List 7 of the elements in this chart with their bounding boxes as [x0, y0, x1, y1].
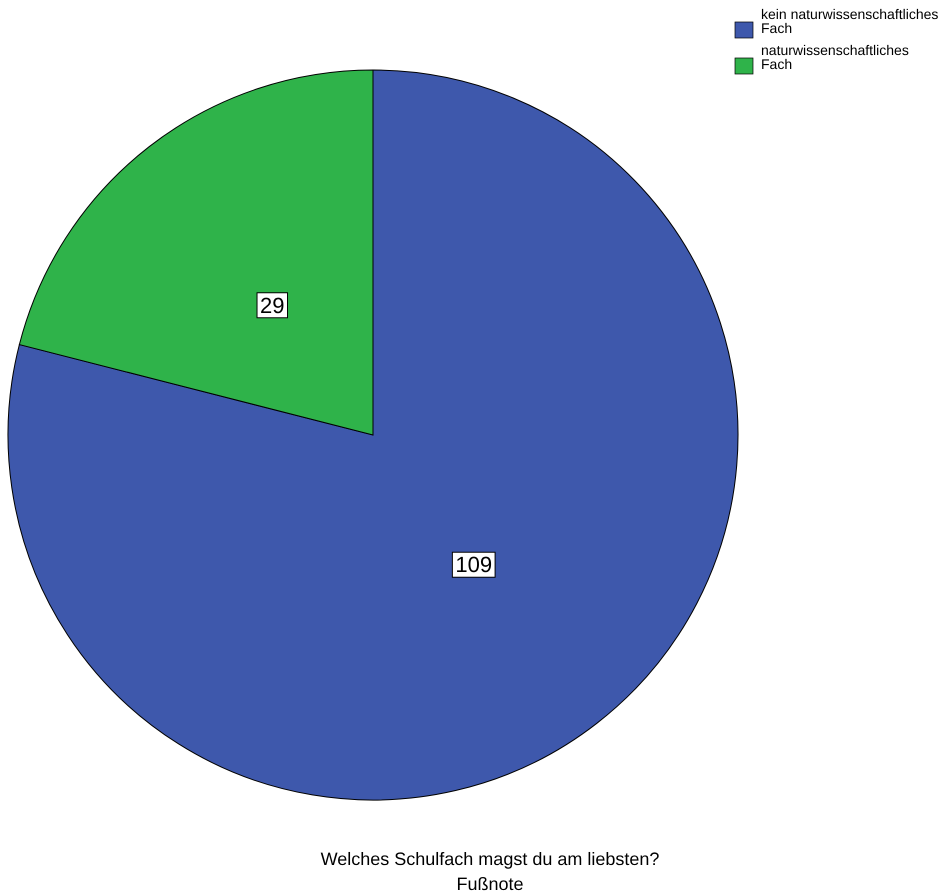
data-label: 29 [260, 292, 285, 318]
legend-label: kein naturwissenschaftliches Fach [761, 6, 938, 36]
pie-slice [8, 70, 738, 800]
text: Welches Schulfach magst du am liebsten? [320, 849, 660, 869]
data-label: 109 [455, 552, 492, 578]
text: Fußnote [456, 874, 524, 894]
legend-label: naturwissenschaftliches Fach [761, 42, 909, 72]
